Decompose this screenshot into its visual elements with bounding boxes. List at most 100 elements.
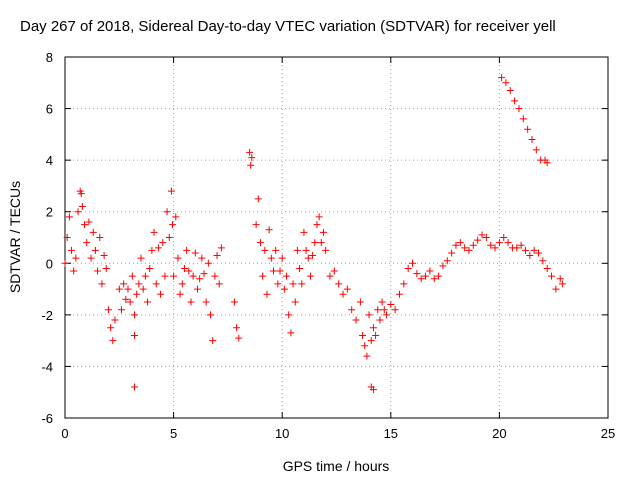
data-point [326,272,334,280]
data-point [235,334,243,342]
y-tick-label: -4 [41,359,53,374]
y-tick-label: 2 [46,205,53,220]
y-tick-label: 4 [46,153,53,168]
data-point [461,244,469,252]
data-point [296,264,304,272]
data-point [521,246,529,254]
data-point [146,264,154,272]
data-point [367,337,375,345]
data-point [233,324,241,332]
data-point [131,331,139,339]
data-point [144,298,152,306]
data-point [133,290,141,298]
data-point [174,254,182,262]
data-point [65,213,73,221]
data-point [211,272,219,280]
data-point [161,272,169,280]
data-point [87,254,95,262]
data-point [422,272,430,280]
data-point [519,115,527,123]
data-point [263,290,271,298]
data-point [511,97,519,105]
data-point [265,226,273,234]
data-point [413,270,421,278]
data-point [352,316,360,324]
data-point [304,254,312,262]
data-point [369,324,377,332]
data-point [183,246,191,254]
data-point [298,280,306,288]
data-point [261,246,269,254]
data-point [417,275,425,283]
data-point [404,264,412,272]
data-point [506,87,514,95]
data-point [270,267,278,275]
data-point [313,221,321,229]
data-point [252,221,260,229]
data-point [491,244,499,252]
data-point [230,298,238,306]
data-point [77,190,85,198]
data-point [278,254,286,262]
data-point [185,267,193,275]
axis-ticks: 0 5 10 15 20 25 -6 -4 -2 0 2 4 6 8 [41,50,615,441]
data-point [170,272,178,280]
data-point [157,290,165,298]
data-point [315,213,323,221]
data-point [169,221,177,229]
data-point [380,306,388,314]
data-point [500,234,508,241]
data-point [180,264,188,272]
y-tick-label: 8 [46,50,53,65]
data-point [343,285,351,293]
data-point [96,234,104,241]
data-point [141,272,149,280]
data-point [94,267,102,275]
data-point [302,246,310,254]
data-point [430,275,438,283]
data-point [124,285,132,293]
plot-frame [64,56,609,419]
data-point [426,267,434,275]
data-point [356,298,364,306]
data-point [248,154,256,162]
data-point [131,383,139,391]
data-point [215,280,223,288]
data-point [198,254,206,262]
data-point [267,254,275,262]
data-point [193,285,201,293]
data-point [163,208,171,216]
data-point [109,337,117,345]
data-point [102,264,110,272]
data-point [117,306,125,314]
data-point [256,239,264,247]
data-point [120,280,128,288]
x-tick-label: 0 [61,426,68,441]
y-tick-label: 0 [46,256,53,271]
data-point [254,195,262,203]
y-tick-label: -6 [41,411,53,426]
data-point [189,272,197,280]
data-point [107,324,115,332]
data-point [309,252,317,260]
data-point [285,311,293,319]
data-point [159,239,167,247]
data-point [217,244,225,252]
data-point [339,290,347,298]
data-points [61,74,566,394]
x-axis-label: GPS time / hours [283,458,390,474]
data-point [165,234,173,241]
data-point [517,241,525,249]
x-tick-label: 15 [384,426,398,441]
data-point [378,298,386,306]
data-point [482,234,490,241]
data-point [435,272,443,280]
data-point [137,254,145,262]
data-point [532,146,540,154]
data-point [85,218,93,226]
data-point [478,231,486,239]
data-point [502,79,510,87]
data-point [539,257,547,265]
data-point [359,331,367,339]
